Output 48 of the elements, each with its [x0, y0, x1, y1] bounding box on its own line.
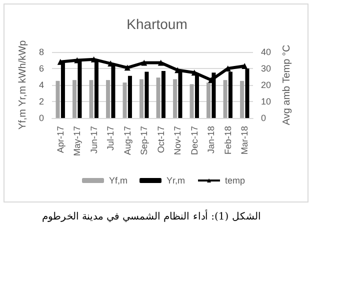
bar — [106, 80, 110, 118]
bar — [156, 78, 160, 118]
chart-title: Khartoum — [126, 16, 188, 32]
y2-tick-label: 30 — [261, 64, 272, 74]
bar — [89, 80, 94, 118]
y-tick-label: 2 — [38, 96, 44, 106]
bar — [144, 72, 149, 118]
y-axis-title: Yf,m Yr,m kWh/kWp — [18, 40, 29, 130]
y2-axis-title: Avg amb Temp °C — [281, 44, 292, 126]
x-tick-label: Jun-17 — [88, 126, 99, 154]
point — [124, 64, 130, 71]
x-tick-label: Jul-17 — [106, 126, 116, 151]
x-tick-label: May-17 — [72, 126, 82, 156]
legend-label: temp — [225, 176, 246, 186]
bar — [56, 80, 60, 118]
y-tick-label: 6 — [38, 64, 44, 74]
bar — [128, 76, 132, 118]
x-tick-label: Aug-17 — [122, 126, 132, 156]
y2-tick-label: 0 — [261, 113, 266, 123]
point — [158, 60, 164, 66]
bar — [122, 82, 127, 118]
point — [242, 63, 248, 70]
y2-tick-label: 10 — [261, 96, 272, 106]
bar — [223, 80, 228, 118]
bar — [240, 80, 244, 118]
x-tick-label: Nov-17 — [172, 126, 183, 156]
y2-tick-label: 20 — [261, 80, 272, 90]
x-tick-label: Oct-17 — [156, 126, 166, 154]
x-tick-label: Jan-18 — [206, 126, 216, 154]
y-tick-label: 8 — [38, 47, 44, 57]
bar — [206, 82, 211, 118]
y-tick-label: 0 — [38, 113, 44, 123]
x-tick-label: Sep-17 — [139, 126, 150, 156]
x-tick-label: Feb-18 — [222, 126, 233, 155]
legend-label: Yr,m — [166, 176, 186, 186]
bar — [173, 79, 178, 118]
point — [141, 60, 148, 66]
x-tick-label: Dec-17 — [189, 126, 200, 156]
bar — [140, 79, 144, 118]
bar — [161, 70, 166, 118]
legend-label: Yf,m — [109, 176, 128, 186]
bar — [190, 84, 194, 118]
y2-tick-label: 40 — [261, 47, 272, 57]
bar — [72, 80, 77, 118]
text: الشكل (1): أداء النظام الشمسي في مدينة الخرطوم — [42, 210, 261, 222]
x-tick-label: Mar-18 — [240, 126, 250, 155]
x-tick-label: Apr-17 — [55, 126, 66, 154]
y-tick-label: 4 — [38, 80, 44, 90]
